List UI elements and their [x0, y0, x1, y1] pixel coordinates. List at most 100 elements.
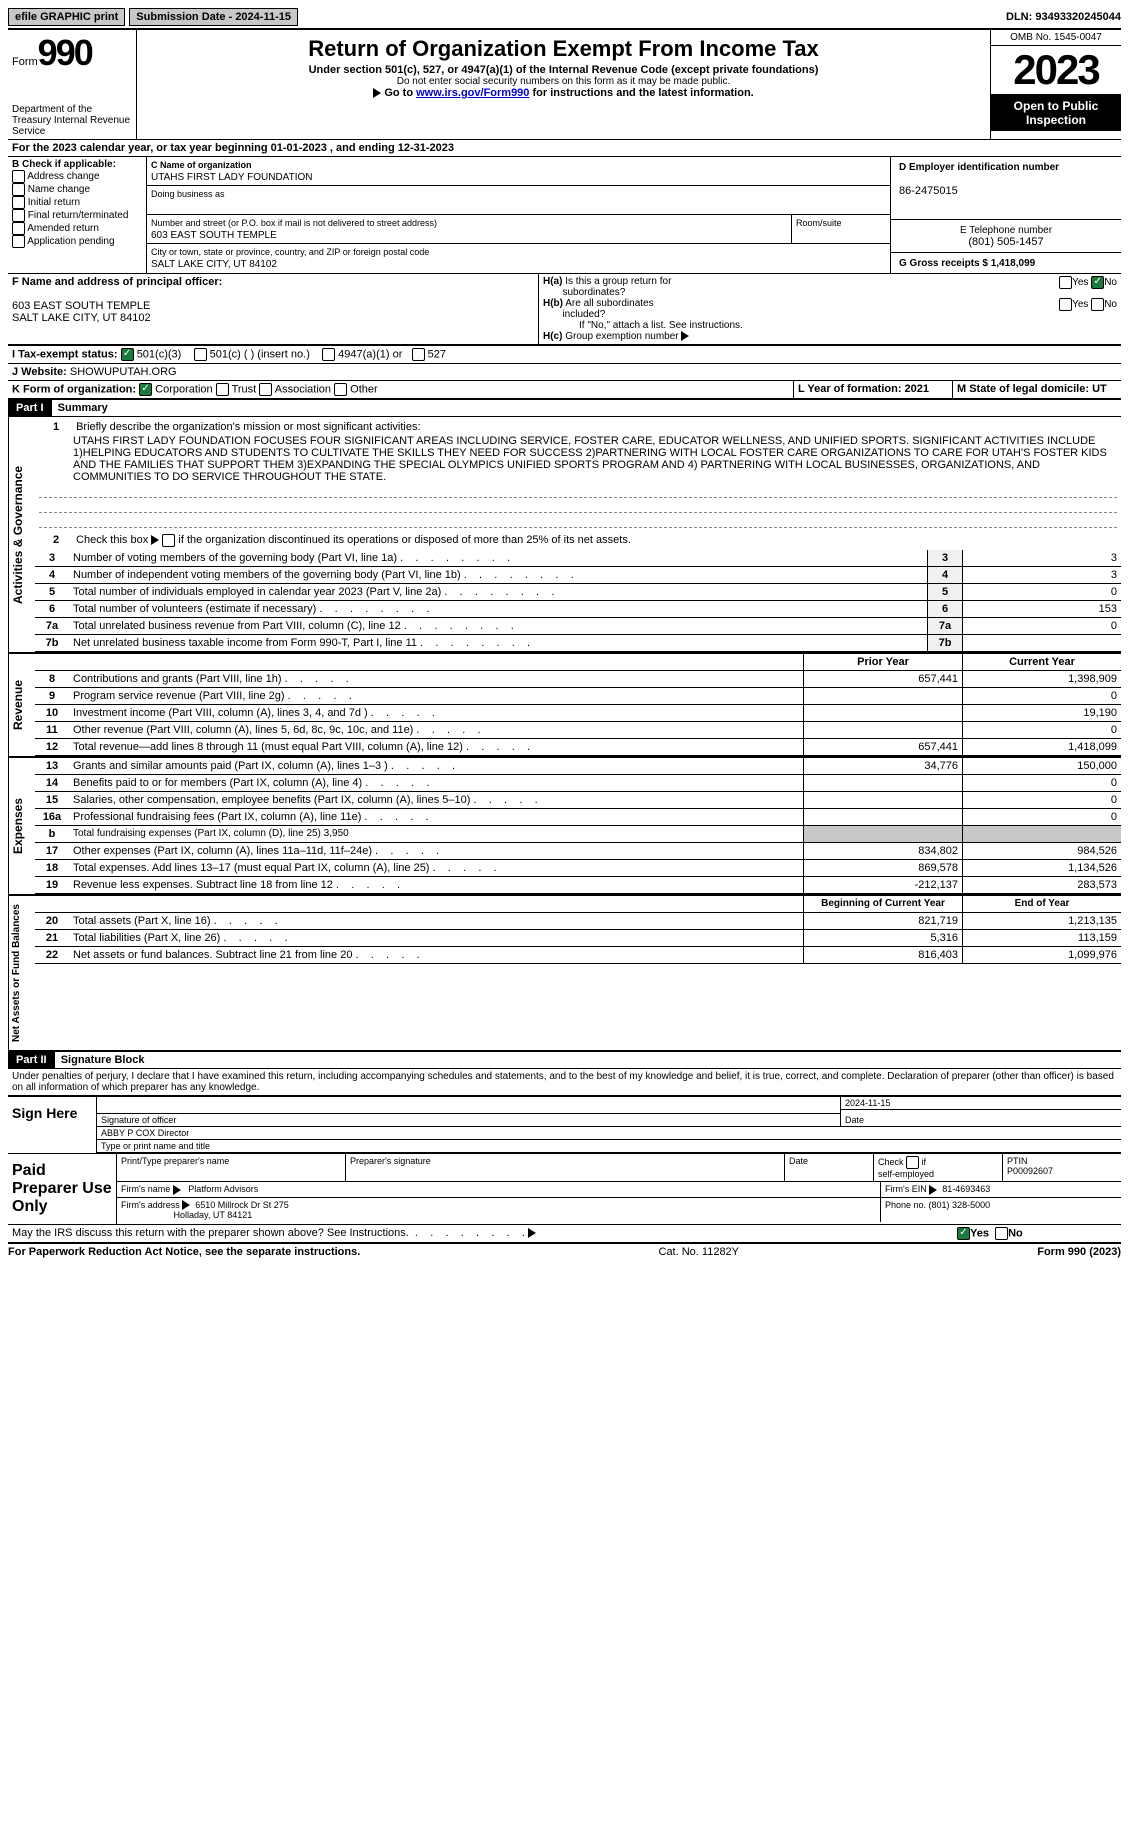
hb-note: If "No," attach a list. See instructions…: [543, 320, 1117, 331]
sign-here-label: Sign Here: [8, 1097, 97, 1153]
checkbox-discuss-no[interactable]: [995, 1227, 1008, 1240]
dept-label: Department of the Treasury Internal Reve…: [12, 104, 132, 137]
checkbox-other[interactable]: [334, 383, 347, 396]
j-label: J Website:: [12, 366, 70, 378]
firm-name: Platform Advisors: [188, 1184, 258, 1194]
goto-prefix: Go to: [384, 87, 416, 99]
vert-netassets: Net Assets or Fund Balances: [8, 896, 35, 1050]
checkbox-pending[interactable]: [12, 235, 25, 248]
checkbox-4947[interactable]: [322, 348, 335, 361]
g-label: G Gross receipts $ 1,418,099: [899, 258, 1035, 269]
e-label: E Telephone number: [960, 225, 1052, 236]
arrow-icon: [173, 1185, 181, 1195]
street-label: Number and street (or P.O. box if mail i…: [151, 218, 437, 228]
firm-addr2: Holladay, UT 84121: [174, 1210, 253, 1220]
form-header: Form990 Department of the Treasury Inter…: [8, 30, 1121, 140]
form-title: Return of Organization Exempt From Incom…: [141, 36, 986, 62]
arrow-icon: [151, 535, 159, 545]
col-prior: Prior Year: [803, 654, 963, 670]
form-number: 990: [38, 32, 92, 73]
checkbox-self-employed[interactable]: [906, 1156, 919, 1169]
checkbox-527[interactable]: [412, 348, 425, 361]
checkbox-trust[interactable]: [216, 383, 229, 396]
footer: For Paperwork Reduction Act Notice, see …: [8, 1243, 1121, 1258]
phone-label: Phone no.: [885, 1200, 929, 1210]
checkbox-hb-yes[interactable]: [1059, 298, 1072, 311]
i-label: I Tax-exempt status:: [12, 348, 118, 360]
f-addr2: SALT LAKE CITY, UT 84102: [12, 312, 151, 324]
part1-title: Summary: [58, 402, 108, 414]
d-label: D Employer identification number: [899, 162, 1059, 173]
col-begin: Beginning of Current Year: [803, 896, 963, 912]
checkbox-address-change[interactable]: [12, 170, 25, 183]
omb-number: OMB No. 1545-0047: [991, 30, 1121, 45]
firm-addr1: 6510 Millrock Dr St 275: [195, 1200, 289, 1210]
ptin: P00092607: [1007, 1166, 1053, 1176]
checkbox-501c3[interactable]: [121, 348, 134, 361]
dln: DLN: 93493320245044: [1006, 11, 1121, 23]
paid-label: Paid Preparer Use Only: [8, 1154, 116, 1224]
checkbox-final[interactable]: [12, 209, 25, 222]
arrow-icon: [182, 1200, 190, 1210]
paid-preparer-block: Paid Preparer Use Only Print/Type prepar…: [8, 1153, 1121, 1224]
checkbox-hb-no[interactable]: [1091, 298, 1104, 311]
discuss-text: May the IRS discuss this return with the…: [12, 1227, 409, 1239]
submission-date: Submission Date - 2024-11-15: [129, 8, 298, 26]
q1: Briefly describe the organization's miss…: [76, 421, 420, 433]
instructions-link[interactable]: www.irs.gov/Form990: [416, 87, 529, 99]
arrow-icon: [681, 331, 689, 341]
k-label: K Form of organization:: [12, 383, 136, 395]
footer-right: Form 990 (2023): [1037, 1246, 1121, 1258]
checkbox-501c[interactable]: [194, 348, 207, 361]
ptin-label: PTIN: [1007, 1156, 1028, 1166]
public-inspection: Open to Public Inspection: [991, 95, 1121, 131]
firm-name-label: Firm's name: [121, 1184, 173, 1194]
checkbox-discuss-yes[interactable]: [957, 1227, 970, 1240]
part2-title: Signature Block: [61, 1054, 145, 1066]
sign-here-block: Sign Here 2024-11-15 Signature of office…: [8, 1096, 1121, 1153]
checkbox-name-change[interactable]: [12, 183, 25, 196]
firm-addr-label: Firm's address: [121, 1200, 182, 1210]
city: SALT LAKE CITY, UT 84102: [151, 259, 277, 270]
city-label: City or town, state or province, country…: [151, 247, 429, 257]
officer-name: ABBY P COX Director: [97, 1127, 1121, 1140]
m-label: M State of legal domicile: UT: [957, 383, 1107, 395]
ssn-warning: Do not enter social security numbers on …: [141, 76, 986, 87]
checkbox-corp[interactable]: [139, 383, 152, 396]
type-name-label: Type or print name and title: [97, 1140, 1121, 1153]
form-label: Form: [12, 56, 38, 68]
section-fh: F Name and address of principal officer:…: [8, 274, 1121, 345]
checkbox-ha-yes[interactable]: [1059, 276, 1072, 289]
l-label: L Year of formation: 2021: [798, 383, 929, 395]
goto-suffix: for instructions and the latest informat…: [529, 87, 753, 99]
col-end: End of Year: [963, 896, 1121, 912]
org-name: UTAHS FIRST LADY FOUNDATION: [151, 172, 313, 183]
ein: 86-2475015: [899, 185, 958, 197]
footer-mid: Cat. No. 11282Y: [659, 1246, 740, 1258]
prep-date-label: Date: [785, 1154, 874, 1181]
checkbox-ha-no[interactable]: [1091, 276, 1104, 289]
firm-ein: 81-4693463: [942, 1184, 990, 1194]
sig-date: 2024-11-15: [841, 1097, 1121, 1110]
efile-link[interactable]: efile GRAPHIC print: [8, 8, 125, 26]
checkbox-initial[interactable]: [12, 196, 25, 209]
arrow-icon: [929, 1185, 937, 1195]
row-a-period: For the 2023 calendar year, or tax year …: [8, 140, 1121, 157]
prep-name-label: Print/Type preparer's name: [117, 1154, 346, 1181]
vert-revenue: Revenue: [8, 654, 35, 756]
prep-phone: (801) 328-5000: [929, 1200, 991, 1210]
c-name-label: C Name of organization: [151, 160, 252, 170]
footer-left: For Paperwork Reduction Act Notice, see …: [8, 1246, 360, 1258]
checkbox-assoc[interactable]: [259, 383, 272, 396]
f-label: F Name and address of principal officer:: [12, 276, 222, 288]
section-bcdeg: B Check if applicable: Address change Na…: [8, 157, 1121, 274]
room-label: Room/suite: [796, 218, 842, 228]
checkbox-discontinued[interactable]: [162, 534, 175, 547]
b-label: B Check if applicable:: [12, 159, 116, 170]
top-bar: efile GRAPHIC print Submission Date - 20…: [8, 8, 1121, 30]
vert-activities: Activities & Governance: [8, 417, 35, 652]
part1-label: Part I: [8, 400, 52, 416]
tax-year: 2023: [991, 45, 1121, 95]
checkbox-amended[interactable]: [12, 222, 25, 235]
website: SHOWUPUTAH.ORG: [70, 366, 177, 378]
